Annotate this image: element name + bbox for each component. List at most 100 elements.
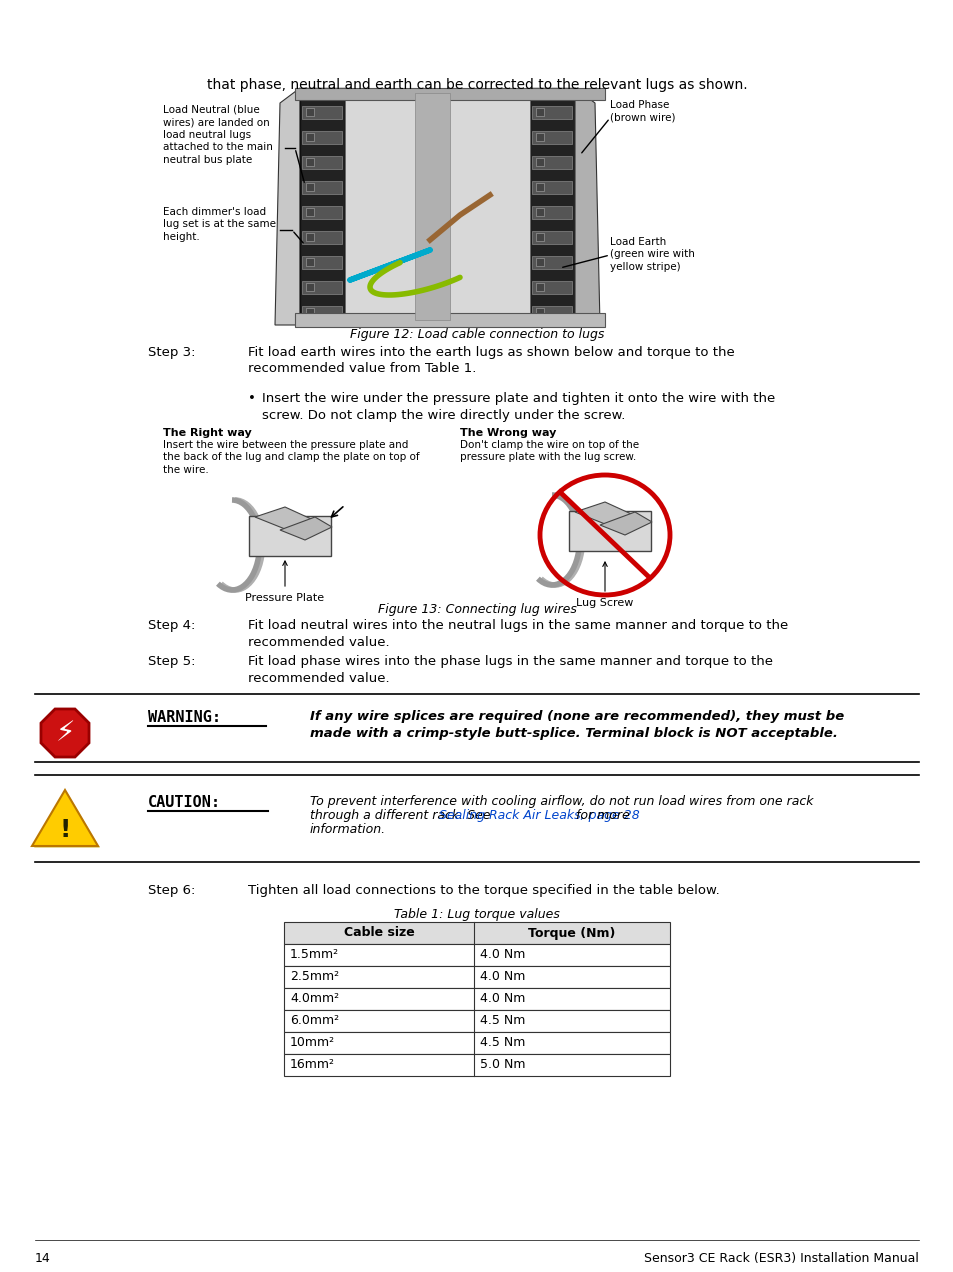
Text: Figure 12: Load cable connection to lugs: Figure 12: Load cable connection to lugs [350, 328, 603, 341]
Bar [306, 209, 314, 216]
FancyBboxPatch shape [532, 305, 572, 318]
FancyBboxPatch shape [532, 230, 572, 243]
Text: Step 5:: Step 5: [148, 655, 195, 668]
Bar [284, 944, 669, 965]
FancyBboxPatch shape [302, 206, 342, 219]
Text: 5.0 Nm: 5.0 Nm [479, 1058, 525, 1071]
Bar [284, 988, 669, 1010]
Text: Table 1: Lug torque values: Table 1: Lug torque values [394, 908, 559, 921]
Bar [284, 922, 669, 944]
Text: 4.0 Nm: 4.0 Nm [479, 949, 525, 962]
FancyBboxPatch shape [302, 256, 342, 268]
Bar [530, 88, 575, 326]
Text: Fit load earth wires into the earth lugs as shown below and torque to the
recomm: Fit load earth wires into the earth lugs… [248, 346, 734, 375]
Text: •: • [248, 392, 255, 404]
FancyBboxPatch shape [532, 155, 572, 168]
Text: Lug Screw: Lug Screw [576, 598, 633, 608]
Bar [306, 282, 314, 291]
Text: for more: for more [572, 809, 629, 822]
FancyBboxPatch shape [302, 155, 342, 168]
Text: 6.0mm²: 6.0mm² [290, 1015, 338, 1028]
Text: The Wrong way: The Wrong way [459, 427, 556, 438]
Bar [536, 108, 543, 116]
Text: through a different rack. See: through a different rack. See [310, 809, 494, 822]
Bar [536, 158, 543, 167]
Text: 4.0mm²: 4.0mm² [290, 992, 338, 1005]
Polygon shape [254, 508, 319, 533]
Polygon shape [599, 513, 651, 536]
Text: 4.5 Nm: 4.5 Nm [479, 1037, 525, 1049]
Bar [536, 134, 543, 141]
Bar [306, 134, 314, 141]
FancyBboxPatch shape [532, 206, 572, 219]
Text: Pressure Plate: Pressure Plate [245, 593, 324, 603]
Bar [306, 233, 314, 240]
Polygon shape [274, 88, 299, 326]
Bar [536, 233, 543, 240]
Text: WARNING:: WARNING: [148, 710, 221, 725]
Text: To prevent interference with cooling airflow, do not run load wires from one rac: To prevent interference with cooling air… [310, 795, 813, 808]
Bar [306, 158, 314, 167]
Text: Fit load phase wires into the phase lugs in the same manner and torque to the
re: Fit load phase wires into the phase lugs… [248, 655, 772, 684]
Text: Don't clamp the wire on top of the
pressure plate with the lug screw.: Don't clamp the wire on top of the press… [459, 440, 639, 463]
Text: 4.5 Nm: 4.5 Nm [479, 1015, 525, 1028]
Text: If any wire splices are required (none are recommended), they must be
made with : If any wire splices are required (none a… [310, 710, 843, 740]
Bar [284, 1032, 669, 1054]
Text: 10mm²: 10mm² [290, 1037, 335, 1049]
Bar [536, 282, 543, 291]
FancyBboxPatch shape [302, 230, 342, 243]
FancyBboxPatch shape [302, 106, 342, 118]
FancyBboxPatch shape [302, 181, 342, 193]
Text: Figure 13: Connecting lug wires: Figure 13: Connecting lug wires [377, 603, 576, 616]
FancyBboxPatch shape [532, 106, 572, 118]
Text: Step 3:: Step 3: [148, 346, 195, 359]
Text: 2.5mm²: 2.5mm² [290, 971, 338, 983]
FancyBboxPatch shape [532, 281, 572, 294]
Bar [294, 313, 604, 327]
FancyBboxPatch shape [302, 281, 342, 294]
FancyBboxPatch shape [568, 511, 650, 551]
Bar [284, 965, 669, 988]
Polygon shape [575, 502, 639, 528]
Text: Load Neutral (blue
wires) are landed on
load neutral lugs
attached to the main
n: Load Neutral (blue wires) are landed on … [163, 106, 273, 164]
Polygon shape [32, 790, 98, 846]
FancyBboxPatch shape [532, 131, 572, 144]
Text: Step 6:: Step 6: [148, 884, 195, 897]
Text: Sensor3 CE Rack (ESR3) Installation Manual: Sensor3 CE Rack (ESR3) Installation Manu… [643, 1252, 918, 1264]
Text: Step 4:: Step 4: [148, 619, 195, 632]
Polygon shape [280, 516, 332, 541]
Text: Load Phase
(brown wire): Load Phase (brown wire) [609, 100, 675, 122]
Text: Tighten all load connections to the torque specified in the table below.: Tighten all load connections to the torq… [248, 884, 719, 897]
Bar [536, 258, 543, 266]
Text: 1.5mm²: 1.5mm² [290, 949, 338, 962]
Bar [536, 209, 543, 216]
Text: Each dimmer's load
lug set is at the same
height.: Each dimmer's load lug set is at the sam… [163, 207, 275, 242]
Polygon shape [575, 88, 599, 326]
Bar [299, 88, 345, 326]
Bar [536, 183, 543, 191]
FancyBboxPatch shape [249, 516, 331, 556]
Text: 14: 14 [35, 1252, 51, 1264]
Text: ⚡: ⚡ [55, 719, 74, 747]
Text: Cable size: Cable size [343, 926, 414, 940]
Text: CAUTION:: CAUTION: [148, 795, 221, 810]
Bar [306, 308, 314, 315]
Text: 4.0 Nm: 4.0 Nm [479, 992, 525, 1005]
Text: information.: information. [310, 823, 386, 836]
FancyBboxPatch shape [532, 181, 572, 193]
Bar [284, 1054, 669, 1076]
Text: Sealing Rack Air Leaks, page 28: Sealing Rack Air Leaks, page 28 [438, 809, 639, 822]
Text: !: ! [59, 818, 71, 842]
Text: 16mm²: 16mm² [290, 1058, 335, 1071]
Bar [306, 183, 314, 191]
Bar [536, 308, 543, 315]
Bar [306, 258, 314, 266]
Text: Torque (Nm): Torque (Nm) [528, 926, 615, 940]
Text: Load Earth
(green wire with
yellow stripe): Load Earth (green wire with yellow strip… [609, 237, 694, 272]
Text: Insert the wire under the pressure plate and tighten it onto the wire with the
s: Insert the wire under the pressure plate… [262, 392, 775, 421]
FancyBboxPatch shape [302, 305, 342, 318]
Polygon shape [34, 792, 100, 848]
Bar [345, 88, 530, 326]
Bar [415, 93, 450, 321]
Text: The Right way: The Right way [163, 427, 252, 438]
